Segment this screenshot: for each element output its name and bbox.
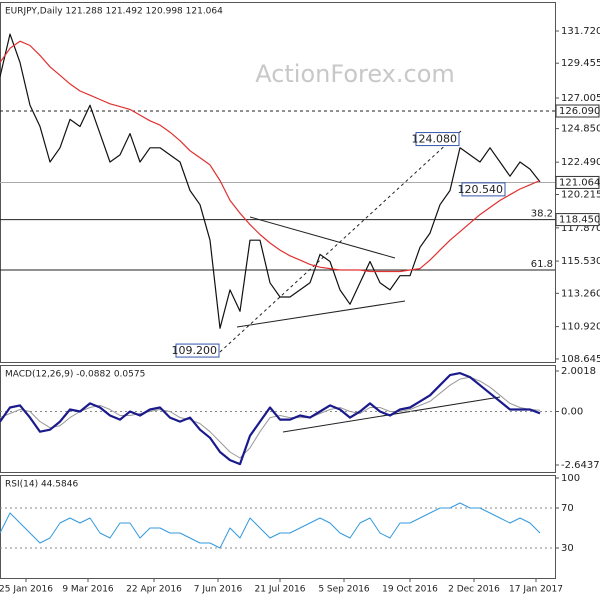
series-line (0, 502, 541, 549)
trend-line (219, 129, 463, 353)
y-tick-label: 70 (561, 503, 574, 514)
y-tick-label: 100 (561, 473, 580, 484)
watermark: ActionForex.com (255, 60, 455, 88)
level-tag-label: 126.090 (559, 106, 600, 117)
y-tick-label: 117.870 (561, 223, 600, 234)
y-tick-label: 124.850 (561, 124, 600, 135)
x-tick-label: 21 Jul 2016 (255, 585, 306, 595)
y-tick-label: 30 (561, 543, 574, 554)
last-price-label: 121.064 (559, 177, 600, 188)
x-tick-label: 25 Jan 2016 (0, 585, 53, 595)
y-tick-label: 120.215 (561, 190, 600, 201)
annotation-label: 124.080 (412, 133, 458, 146)
y-tick-label: 129.455 (561, 58, 600, 69)
x-tick-label: 9 Mar 2016 (62, 585, 114, 595)
annotation-box (461, 182, 506, 197)
series-line (0, 372, 541, 466)
level-tag (555, 213, 600, 227)
y-tick-label: 131.720 (561, 26, 600, 37)
y-tick-label: 110.920 (561, 322, 600, 333)
annotation-box (175, 343, 220, 358)
y-tick-label: 127.005 (561, 93, 600, 104)
fib-label: 61.8 (531, 259, 553, 270)
x-tick-label: 5 Sep 2016 (318, 585, 370, 595)
series-line (0, 376, 541, 459)
y-tick-label: 2.0018 (561, 366, 596, 377)
x-tick-label: 17 Jan 2017 (509, 585, 563, 595)
x-tick-label: 2 Dec 2016 (448, 585, 500, 595)
y-tick-label: 122.490 (561, 157, 600, 168)
y-tick-label: 108.645 (561, 354, 600, 365)
series-line (0, 33, 541, 329)
panel-title: MACD(12,26,9) -0.0882 0.0575 (5, 370, 145, 380)
panel-frame (0, 475, 556, 579)
annotation-label: 109.200 (172, 344, 218, 357)
y-tick-label: 113.260 (561, 288, 600, 299)
x-tick-label: 7 Jun 2016 (194, 585, 243, 595)
last-price-tag (555, 175, 600, 189)
series-line (0, 40, 541, 273)
level-tag-label: 118.450 (559, 215, 600, 226)
y-tick-label: -2.6437 (561, 460, 600, 471)
x-tick-label: 22 Apr 2016 (126, 585, 182, 595)
annotation-box (415, 132, 460, 147)
y-tick-label: 0.00 (561, 406, 583, 417)
x-tick-label: 19 Oct 2016 (382, 585, 438, 595)
fib-label: 38.2 (531, 209, 553, 220)
annotation-label: 120.540 (458, 183, 504, 196)
panel-title: RSI(14) 44.5846 (5, 480, 78, 490)
panel-frame (0, 365, 556, 473)
level-tag (555, 104, 600, 118)
panel-title: EURJPY,Daily 121.288 121.492 120.998 121… (5, 7, 223, 17)
y-tick-label: 115.530 (561, 256, 600, 267)
trend-line (249, 216, 396, 259)
trend-line (236, 300, 406, 328)
